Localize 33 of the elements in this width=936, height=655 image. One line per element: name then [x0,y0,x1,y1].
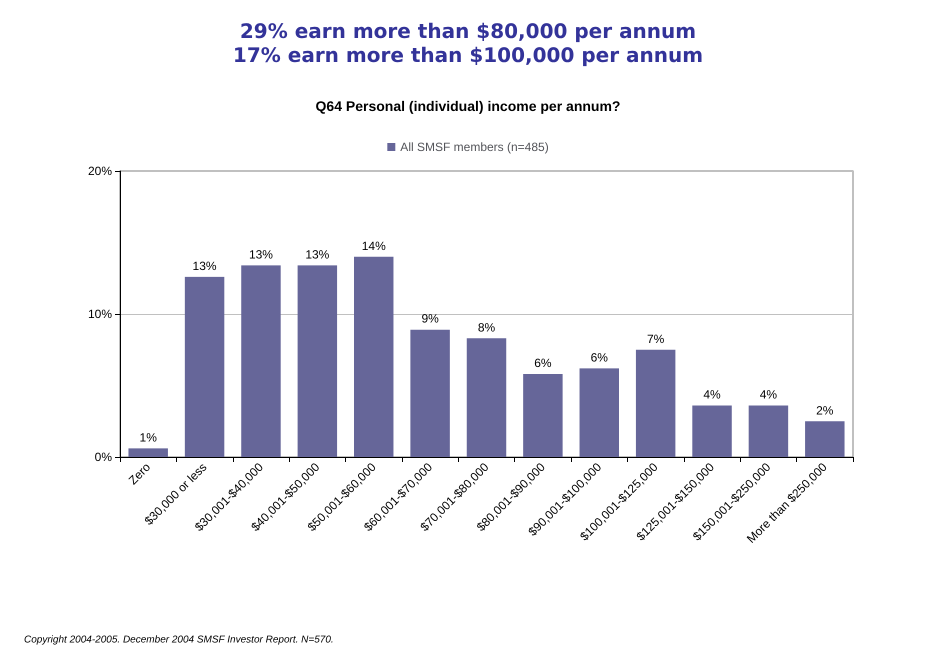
legend-label: All SMSF members (n=485) [400,140,549,154]
data-label: 13% [192,258,217,273]
y-tick-label: 20% [88,164,112,178]
bar [410,330,450,457]
bar [298,265,338,457]
data-label: 6% [534,356,552,370]
data-label: 14% [362,238,386,253]
bar [636,350,676,457]
bar [466,338,506,457]
data-label: 2% [816,403,834,418]
bar [523,374,563,457]
bar [184,276,224,457]
data-label: 4% [760,388,778,402]
data-label: 1% [140,430,158,444]
data-label: 7% [646,332,665,346]
y-tick-label: 0% [94,450,112,464]
bar [748,406,788,457]
data-label: 8% [478,320,496,334]
bar [692,406,732,457]
bar [128,448,168,457]
y-tick-label: 10% [88,307,112,321]
data-label: 6% [590,350,608,364]
data-label: 4% [703,388,722,402]
text: Copyright 2004-2005. December 2004 SMSF Investor Report. N=570. [24,634,334,646]
chart-subtitle: Q64 Personal (individual) income per annum? [316,98,620,114]
bar [241,265,281,457]
data-label: 9% [421,312,440,326]
bar [354,256,394,457]
chart-title: 29% earn more than $80,000 per annum 17% earn more than $100,000 per annum [232,19,704,67]
bar [580,368,620,457]
data-label: 13% [305,247,330,262]
data-label: 13% [248,247,274,262]
bar [805,421,845,457]
